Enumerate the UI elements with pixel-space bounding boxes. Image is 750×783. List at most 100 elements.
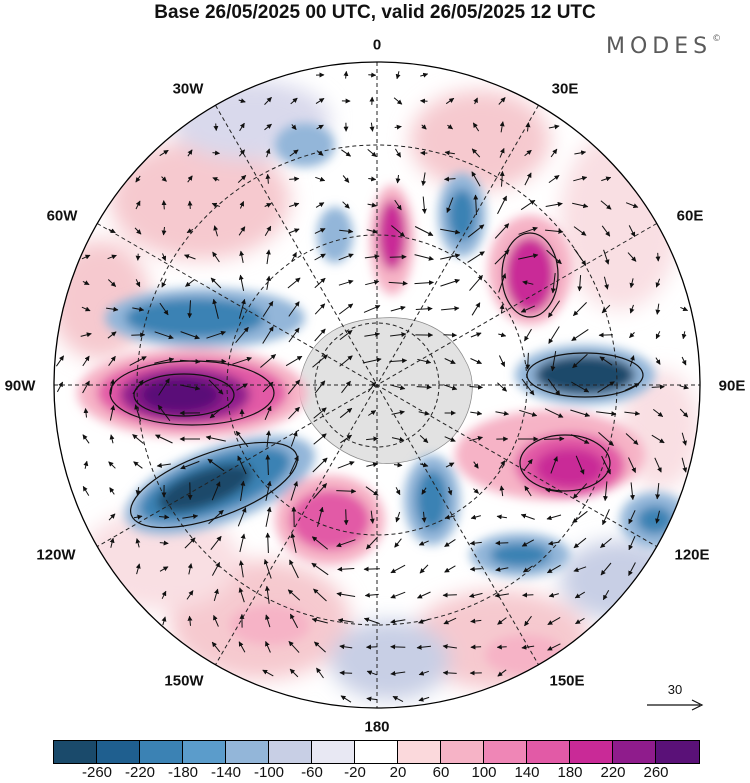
wind-vector-arrow (495, 566, 509, 572)
wind-vector-arrow (573, 537, 587, 549)
wind-vector-arrow (265, 275, 271, 290)
wind-vector-arrow (550, 273, 556, 294)
wind-vector-arrow (524, 485, 532, 497)
wind-vector-arrow (134, 227, 142, 235)
wind-vector-arrow (498, 273, 507, 293)
wind-vector-arrow (655, 303, 661, 315)
wind-vector-arrow (414, 254, 434, 261)
wind-vector-arrow (289, 176, 300, 182)
wind-vector-arrow (628, 562, 636, 576)
wind-vector-arrow (135, 200, 141, 210)
wind-vector-arrow (598, 432, 614, 446)
wind-vector-arrow (473, 194, 479, 216)
wind-vector-arrow (265, 532, 271, 554)
wind-vector-arrow (239, 149, 245, 157)
wind-vector-arrow (313, 433, 327, 445)
wind-vector-arrow (523, 458, 533, 472)
wind-vector-arrow (132, 379, 144, 395)
wind-vector-arrow (314, 277, 326, 289)
wind-vector-arrow (390, 332, 407, 338)
reference-vector: 30 (646, 682, 704, 722)
wind-vector-arrow (262, 300, 274, 317)
wind-vector-arrow (184, 254, 196, 260)
wind-vector-arrow (336, 488, 357, 494)
wind-vector-arrow (679, 408, 689, 418)
wind-vector-arrow (521, 644, 535, 650)
wind-vector-arrow (524, 149, 532, 157)
wind-vector-arrow (444, 358, 456, 364)
wind-vector-arrow (312, 457, 328, 473)
wind-vector-arrow (547, 378, 561, 396)
wind-vector-arrow (520, 305, 536, 313)
wind-vector-arrow (521, 539, 535, 547)
wind-vector-arrow (342, 175, 350, 183)
wind-vector-arrow (394, 124, 402, 130)
colorbar-tick-label: 60 (432, 764, 450, 781)
wind-vector-arrow (205, 435, 226, 442)
wind-vector-arrow (80, 332, 92, 338)
wind-vector-arrow (110, 379, 115, 395)
wind-vector-arrow (548, 124, 560, 130)
wind-vector-arrow (316, 124, 324, 130)
lon-label-90w: 90W (4, 377, 36, 395)
wind-vector-arrow (655, 331, 661, 340)
wind-vector-arrow (207, 458, 225, 472)
wind-vector-arrow (287, 589, 301, 601)
wind-vector-arrow (548, 174, 560, 184)
wind-vector-arrow (441, 306, 460, 312)
wind-vector-arrow (420, 98, 428, 104)
colorbar-swatch (656, 741, 699, 763)
colorbar-tick-label: -60 (301, 764, 323, 781)
wind-vector-arrow (210, 535, 222, 551)
colorbar-tick-label: 180 (557, 764, 583, 781)
wind-vector-arrow (133, 461, 143, 469)
wind-vector-arrow (655, 252, 661, 262)
wind-vector-arrow (472, 122, 480, 132)
wind-vector-arrow (232, 356, 252, 365)
wind-vector-arrow (211, 561, 221, 576)
wind-vector-arrow (237, 175, 247, 183)
wind-vector-arrow (240, 480, 246, 501)
wind-vector-arrow (312, 354, 328, 368)
wind-vector-arrow (187, 149, 193, 157)
wind-vector-arrow (205, 358, 227, 364)
wind-vector-arrow (603, 481, 609, 502)
wind-vector-arrow (467, 224, 485, 238)
colorbar-tick-label: -180 (167, 764, 199, 781)
wind-vector-arrow (545, 201, 563, 207)
wind-vector-arrow (469, 275, 483, 291)
wind-vector-arrow (314, 303, 326, 315)
lon-label-150e: 150E (549, 672, 585, 690)
wind-vector-arrow (444, 150, 455, 156)
wind-vector-arrow (392, 695, 404, 703)
wind-vector-arrow (443, 384, 458, 391)
wind-vector-arrow (161, 616, 167, 626)
wind-vector-arrow (470, 358, 482, 364)
wind-vector-arrow (681, 457, 688, 473)
wind-vector-arrow (109, 434, 115, 444)
wind-vector-arrow (264, 203, 272, 208)
wind-vector-arrow (184, 537, 196, 549)
wind-vector-arrow (547, 616, 561, 626)
wind-vector-arrow (573, 248, 587, 266)
wind-vector-arrow (498, 97, 506, 105)
wind-vector-arrow (239, 201, 245, 209)
wind-vector-arrow (55, 355, 65, 367)
wind-vector-arrow (81, 306, 91, 312)
wind-vector-arrow (262, 381, 274, 393)
wind-vector-arrow (313, 483, 327, 499)
wind-vector-arrow (494, 249, 510, 265)
wind-vectors (55, 70, 689, 703)
wind-vector-arrow (575, 455, 585, 475)
wind-vector-arrow (367, 202, 377, 208)
wind-vector-arrow (342, 201, 350, 209)
wind-vector-arrow (161, 278, 167, 288)
colorbar-swatch (398, 741, 441, 763)
wind-vector-arrow (264, 123, 272, 131)
wind-vector-arrow (679, 384, 689, 390)
wind-vector-arrow (499, 170, 505, 187)
wind-vector-arrow (519, 409, 538, 417)
wind-vector-arrow (107, 279, 117, 287)
wind-vector-arrow (366, 536, 378, 550)
wind-vector-arrow (603, 249, 610, 265)
